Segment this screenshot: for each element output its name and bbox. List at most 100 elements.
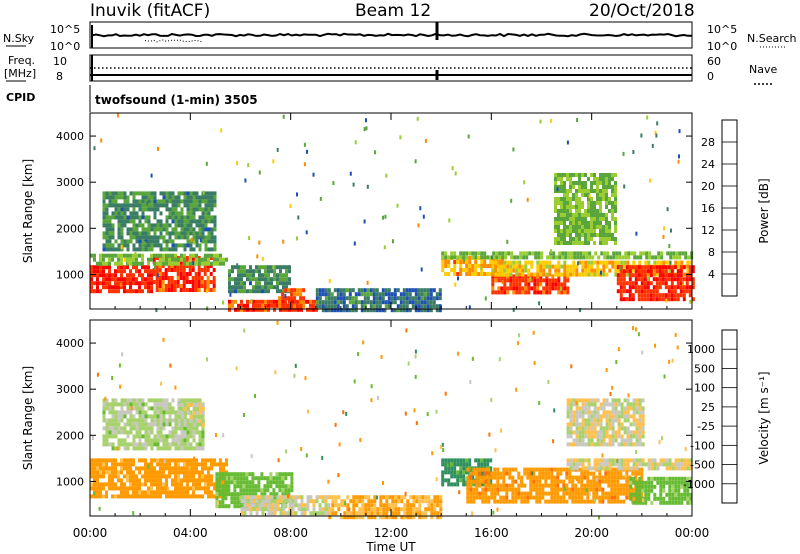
cell-velocity-8 (674, 466, 678, 471)
cell-velocity-7 (502, 479, 506, 484)
cell-power-0 (117, 277, 120, 282)
cell-velocity-8 (575, 462, 579, 467)
cell-velocity-10 (608, 426, 612, 431)
cell-power-2 (183, 253, 186, 258)
cell-power-scatter (162, 284, 165, 289)
cell-velocity-0 (123, 486, 126, 491)
cell-power-13 (575, 197, 578, 201)
cell-velocity-1 (159, 410, 163, 415)
cell-velocity-1 (117, 402, 121, 407)
cell-power-7 (324, 292, 328, 297)
cell-velocity-7 (616, 491, 620, 496)
cell-power-3 (201, 239, 205, 244)
cell-power-7 (318, 292, 322, 297)
cell-power-6 (296, 288, 300, 293)
cell-velocity-7 (553, 491, 557, 496)
cell-power-13 (608, 229, 611, 233)
cell-velocity-scatter (611, 385, 614, 390)
cell-power-13 (605, 229, 608, 233)
cell-power-0 (102, 281, 105, 286)
cell-power-10 (497, 290, 501, 295)
cell-power-11 (587, 264, 591, 269)
cell-power-3 (105, 215, 109, 220)
cell-power-9 (459, 251, 463, 256)
cell-velocity-7 (469, 471, 473, 476)
cell-power-3 (126, 203, 130, 208)
cell-velocity-0 (210, 474, 213, 479)
cell-velocity-0 (195, 482, 198, 487)
cell-velocity-10 (638, 430, 642, 435)
cell-power-0 (147, 277, 150, 282)
cell-power-12 (658, 265, 662, 270)
cell-velocity-7 (490, 483, 494, 488)
cell-velocity-1 (132, 422, 136, 427)
cell-power-10 (545, 282, 549, 287)
cell-power-1 (197, 272, 201, 276)
cell-power-9 (669, 255, 673, 260)
cell-velocity-8 (617, 458, 621, 463)
cell-velocity-10 (620, 406, 624, 411)
cell-velocity-10 (578, 414, 582, 419)
cell-velocity-0 (153, 482, 156, 487)
cell-power-5 (258, 307, 261, 312)
cell-velocity-scatter (405, 328, 408, 333)
cell-power-9 (456, 255, 460, 260)
cell-power-9 (603, 255, 607, 260)
cell-power-11 (602, 260, 606, 265)
cell-power-4 (264, 265, 267, 270)
cell-power-3 (183, 219, 187, 224)
cell-velocity-5 (397, 499, 401, 504)
cell-power-13 (563, 201, 566, 205)
cell-velocity-6 (447, 462, 451, 467)
cell-velocity-5 (385, 507, 389, 512)
cell-velocity-0 (201, 494, 204, 499)
cell-velocity-9 (671, 476, 675, 481)
cell-power-scatter (539, 119, 542, 124)
cell-velocity-1 (141, 402, 145, 407)
cell-power-12 (631, 273, 635, 278)
cell-power-1 (161, 280, 165, 284)
cell-power-13 (614, 193, 617, 197)
cell-power-3 (105, 247, 109, 252)
cell-velocity-6 (459, 466, 463, 471)
cell-power-7 (432, 300, 436, 305)
cell-power-4 (240, 277, 243, 282)
cell-power-5 (234, 307, 237, 312)
cell-velocity-7 (481, 487, 485, 492)
cell-velocity-0 (126, 458, 129, 463)
cell-power-0 (126, 289, 129, 294)
cell-velocity-7 (535, 467, 539, 472)
cell-power-13 (593, 217, 596, 221)
cell-power-12 (622, 273, 626, 278)
cell-velocity-0 (114, 474, 117, 479)
cell-power-6 (302, 300, 306, 305)
cell-velocity-1 (138, 438, 142, 443)
cell-velocity-2 (186, 403, 190, 407)
cell-velocity-0 (183, 494, 186, 499)
cell-velocity-1 (111, 418, 115, 423)
cell-power-11 (518, 260, 522, 265)
cell-power-3 (129, 227, 133, 232)
cell-power-13 (575, 241, 578, 245)
cell-power-4 (237, 269, 240, 274)
cell-power-1 (188, 268, 192, 272)
cell-power-12 (619, 289, 623, 294)
cell-velocity-scatter (132, 511, 135, 516)
cell-velocity-6 (456, 482, 460, 487)
cell-velocity-10 (623, 426, 627, 431)
cell-velocity-1 (123, 446, 127, 451)
cell-velocity-7 (553, 495, 557, 500)
cell-power-7 (327, 304, 331, 309)
cell-velocity-1 (162, 410, 166, 415)
cell-power-13 (614, 205, 617, 209)
cell-power-13 (566, 201, 569, 205)
cell-velocity-6 (480, 482, 484, 487)
cell-velocity-6 (489, 478, 493, 483)
cell-velocity-7 (601, 491, 605, 496)
cell-velocity-1 (180, 430, 184, 435)
cell-velocity-0 (213, 482, 216, 487)
cell-power-9 (648, 255, 652, 260)
cell-velocity-10 (641, 422, 645, 427)
cell-velocity-10 (638, 426, 642, 431)
cell-power-13 (584, 241, 587, 245)
